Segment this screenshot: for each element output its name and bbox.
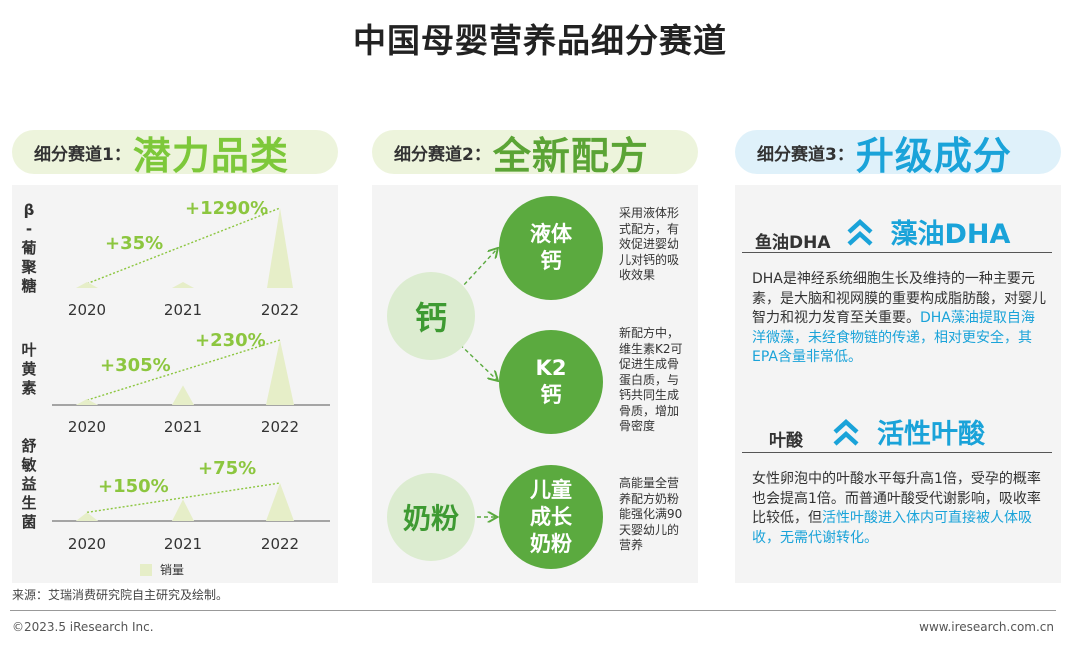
series-label-char: 益 — [21, 475, 37, 493]
growth-label: +305% — [100, 355, 171, 376]
track-prefix-1: 细分赛道1： — [34, 144, 131, 165]
series-label-char: 舒 — [21, 437, 37, 455]
liquid-calcium-line2: 钙 — [540, 249, 562, 273]
sales-triangle — [76, 399, 98, 405]
child-milk-desc: 高能量全营养配方奶粉能强化满90天婴幼儿的营养 — [619, 476, 683, 552]
series-label: 叶黄素 — [20, 341, 38, 398]
arrow-calcium-liquid — [449, 249, 497, 301]
child-milk-circle: 儿童 成长 奶粉 — [499, 465, 603, 569]
page-title: 中国母婴营养品细分赛道 — [353, 21, 727, 60]
series-label-char: - — [25, 220, 33, 238]
growth-label: +75% — [198, 458, 257, 479]
year-label: 2021 — [163, 535, 203, 553]
sales-triangle — [266, 483, 294, 521]
upgrade-ingredient-panel — [735, 185, 1061, 583]
legend-label: 销量 — [160, 563, 185, 577]
source-note: 来源：艾瑞消费研究院自主研究及绘制。 — [12, 588, 229, 602]
series-label-char: 素 — [21, 379, 37, 397]
copyright: ©2023.5 iResearch Inc. — [12, 620, 154, 634]
series-label-char: 菌 — [21, 513, 37, 531]
chart-legend: 销量 — [140, 561, 184, 578]
series-label-char: 叶 — [21, 341, 37, 359]
sales-triangle — [172, 499, 194, 521]
folic-header: 叶酸 活性叶酸 — [755, 412, 985, 451]
trend-line — [86, 207, 281, 285]
dha-header: 鱼油DHA 藻油DHA — [755, 210, 1010, 253]
series-label-char: 敏 — [21, 456, 37, 474]
website: www.iresearch.com.cn — [919, 620, 1054, 634]
calcium-circle: 钙 — [387, 272, 475, 360]
footer-divider — [10, 610, 1056, 611]
track-pill-3: 细分赛道3： 升级成分 — [735, 130, 1061, 178]
folic-divider — [742, 452, 1052, 453]
milk-powder-circle: 奶粉 — [387, 473, 475, 561]
series-label-char: 葡 — [21, 239, 37, 257]
track-name-2: 全新配方 — [492, 133, 649, 178]
track-pill-2: 细分赛道2： 全新配方 — [372, 130, 698, 178]
year-label: 2022 — [260, 535, 300, 553]
year-label: 2022 — [260, 301, 300, 319]
series-label-char: 生 — [21, 494, 37, 512]
year-label: 2022 — [260, 418, 300, 436]
dha-new-name: 藻油DHA — [890, 219, 1011, 250]
series-label-char: β — [23, 201, 35, 219]
folic-text: 女性卵泡中的叶酸水平每升高1倍，受孕的概率也会提高1倍。而普通叶酸受代谢影响，吸… — [752, 471, 1041, 526]
calcium-label: 钙 — [414, 299, 447, 337]
dha-divider — [742, 252, 1052, 253]
year-label: 2020 — [67, 418, 107, 436]
sales-triangle — [76, 512, 98, 521]
sales-triangle — [267, 208, 293, 288]
trend-line — [86, 339, 281, 401]
double-chevron-up-icon — [833, 418, 859, 446]
sales-triangle — [172, 282, 194, 288]
dha-text: DHA是神经系统细胞生长及维持的一种主要元素，是大脑和视网膜的重要构成脂肪酸，对… — [752, 271, 1046, 326]
year-label: 2020 — [67, 301, 107, 319]
track-name-1: 潜力品类 — [132, 133, 289, 178]
k2-calcium-circle: K2 钙 — [499, 330, 603, 434]
dha-paragraph: DHA是神经系统细胞生长及维持的一种主要元素，是大脑和视网膜的重要构成脂肪酸，对… — [752, 270, 1047, 368]
year-label: 2021 — [163, 418, 203, 436]
growth-label: +1290% — [185, 198, 269, 219]
child-milk-line3: 奶粉 — [530, 531, 572, 556]
double-chevron-up-icon — [846, 218, 873, 246]
sales-triangle — [172, 385, 194, 405]
milk-powder-label: 奶粉 — [402, 502, 459, 535]
child-milk-line1: 儿童 — [530, 477, 572, 502]
k2-calcium-line2: 钙 — [540, 383, 562, 407]
year-label: 2020 — [67, 535, 107, 553]
folic-paragraph: 女性卵泡中的叶酸水平每升高1倍，受孕的概率也会提高1倍。而普通叶酸受代谢影响，吸… — [752, 470, 1047, 548]
folic-new-name: 活性叶酸 — [877, 419, 985, 450]
legend-swatch — [140, 563, 152, 576]
growth-label: +150% — [98, 476, 169, 497]
track-prefix-2: 细分赛道2： — [394, 144, 491, 165]
series-label-char: 黄 — [21, 360, 37, 378]
track-prefix-3: 细分赛道3： — [757, 144, 854, 165]
trend-line — [86, 482, 281, 514]
track-name-3: 升级成分 — [855, 133, 1012, 178]
folic-highlight: 活性叶酸进入体内可直接被人体吸收，无需代谢转化。 — [752, 510, 1032, 546]
series-label: β-葡聚糖 — [20, 201, 38, 296]
growth-label: +230% — [195, 330, 266, 351]
dha-old-label: 鱼油DHA — [755, 233, 831, 253]
year-label: 2021 — [163, 301, 203, 319]
k2-calcium-line1: K2 — [535, 356, 567, 380]
liquid-calcium-line1: 液体 — [530, 222, 572, 246]
track-pill-1: 细分赛道1： 潜力品类 — [12, 130, 338, 178]
series-label: 舒敏益生菌 — [20, 437, 38, 532]
sales-triangle — [266, 340, 294, 405]
dha-highlight: DHA藻油提取自海洋微藻，未经食物链的传递，相对更安全，其EPA含量非常低。 — [752, 310, 1035, 365]
sales-triangle — [76, 282, 98, 288]
liquid-calcium-circle: 液体 钙 — [499, 196, 603, 300]
series-label-char: 糖 — [21, 277, 37, 295]
folic-old-label: 叶酸 — [769, 431, 803, 451]
series-label-char: 聚 — [21, 258, 37, 276]
k2-calcium-desc: 新配方中，维生素K2可促进生成骨蛋白质，与钙共同生成骨质，增加骨密度 — [619, 326, 683, 433]
growth-label: +35% — [105, 233, 164, 254]
child-milk-line2: 成长 — [530, 504, 572, 529]
liquid-calcium-desc: 采用液体形式配方，有效促进婴幼儿对钙的吸收效果 — [619, 206, 680, 282]
